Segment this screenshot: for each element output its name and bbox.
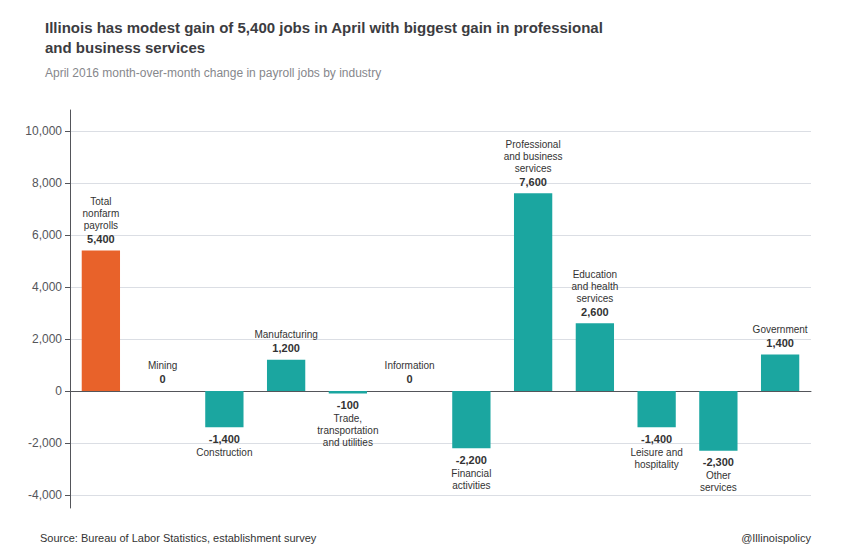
svg-text:Education: Education (573, 269, 617, 280)
svg-text:Financial: Financial (451, 468, 491, 479)
svg-text:Professional: Professional (506, 139, 561, 150)
svg-text:7,600: 7,600 (519, 176, 547, 188)
svg-text:Information: Information (385, 360, 435, 371)
svg-text:2,600: 2,600 (581, 306, 609, 318)
svg-text:April 2016 month-over-month ch: April 2016 month-over-month change in pa… (45, 66, 381, 80)
svg-text:and health: and health (572, 281, 619, 292)
svg-text:Source: Bureau of Labor Statis: Source: Bureau of Labor Statistics, esta… (40, 532, 317, 544)
svg-text:Illinois has modest gain of 5,: Illinois has modest gain of 5,400 jobs i… (45, 19, 603, 36)
svg-text:0: 0 (55, 384, 62, 398)
svg-text:4,000: 4,000 (32, 280, 62, 294)
svg-text:-2,000: -2,000 (28, 436, 62, 450)
svg-text:activities: activities (452, 480, 490, 491)
svg-text:1,200: 1,200 (272, 342, 300, 354)
svg-text:hospitality: hospitality (634, 459, 678, 470)
svg-text:-2,200: -2,200 (456, 454, 487, 466)
svg-text:1,400: 1,400 (766, 337, 794, 349)
svg-text:10,000: 10,000 (25, 124, 62, 138)
svg-text:services: services (700, 482, 737, 493)
svg-text:-4,000: -4,000 (28, 488, 62, 502)
svg-text:-100: -100 (337, 399, 359, 411)
svg-text:2,000: 2,000 (32, 332, 62, 346)
svg-text:8,000: 8,000 (32, 176, 62, 190)
svg-text:services: services (515, 163, 552, 174)
svg-text:-1,400: -1,400 (209, 433, 240, 445)
svg-text:Other: Other (706, 470, 732, 481)
svg-text:5,400: 5,400 (87, 233, 115, 245)
svg-text:services: services (577, 293, 614, 304)
svg-text:-1,400: -1,400 (641, 433, 672, 445)
svg-text:transportation: transportation (317, 425, 378, 436)
svg-text:Construction: Construction (196, 447, 252, 458)
svg-text:Leisure and: Leisure and (630, 447, 682, 458)
svg-text:and business services: and business services (45, 39, 205, 56)
svg-text:-2,300: -2,300 (703, 456, 734, 468)
svg-text:Manufacturing: Manufacturing (254, 329, 317, 340)
svg-text:payrolls: payrolls (84, 220, 118, 231)
svg-text:6,000: 6,000 (32, 228, 62, 242)
svg-text:Total: Total (90, 196, 111, 207)
svg-text:Mining: Mining (148, 360, 177, 371)
svg-text:Government: Government (753, 324, 808, 335)
svg-text:@Illinoispolicy: @Illinoispolicy (741, 532, 811, 544)
svg-text:0: 0 (407, 373, 413, 385)
svg-text:and business: and business (504, 151, 563, 162)
svg-text:Trade,: Trade, (334, 413, 363, 424)
svg-text:nonfarm: nonfarm (83, 208, 120, 219)
svg-text:0: 0 (160, 373, 166, 385)
svg-text:and utilities: and utilities (323, 437, 373, 448)
